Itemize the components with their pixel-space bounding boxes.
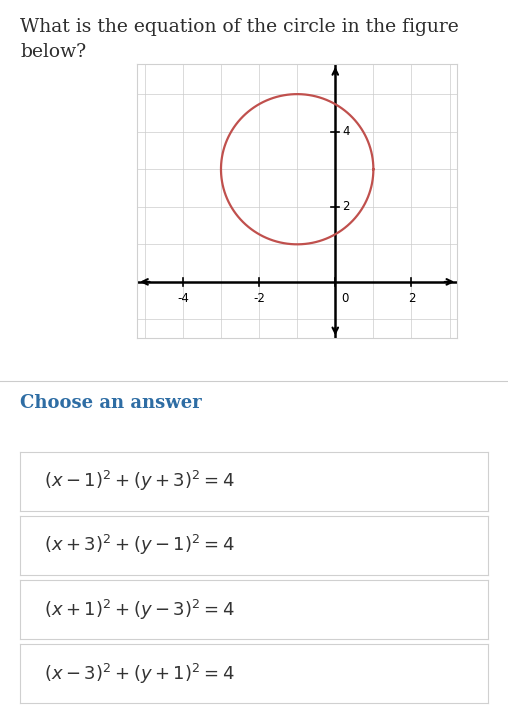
Text: below?: below?: [20, 43, 86, 61]
Text: -2: -2: [253, 293, 265, 305]
Text: $(x + 3)^{2} + (y - 1)^{2} = 4$: $(x + 3)^{2} + (y - 1)^{2} = 4$: [44, 533, 234, 557]
Text: -4: -4: [177, 293, 189, 305]
Text: 2: 2: [342, 200, 350, 214]
Text: What is the equation of the circle in the figure: What is the equation of the circle in th…: [20, 18, 459, 36]
Text: Choose an answer: Choose an answer: [20, 394, 202, 412]
Text: 4: 4: [342, 125, 350, 138]
Text: 0: 0: [341, 293, 348, 305]
Text: $(x - 3)^{2} + (y + 1)^{2} = 4$: $(x - 3)^{2} + (y + 1)^{2} = 4$: [44, 661, 234, 686]
Text: $(x - 1)^{2} + (y + 3)^{2} = 4$: $(x - 1)^{2} + (y + 3)^{2} = 4$: [44, 469, 234, 493]
Text: 2: 2: [408, 293, 415, 305]
Text: $(x + 1)^{2} + (y - 3)^{2} = 4$: $(x + 1)^{2} + (y - 3)^{2} = 4$: [44, 597, 234, 622]
